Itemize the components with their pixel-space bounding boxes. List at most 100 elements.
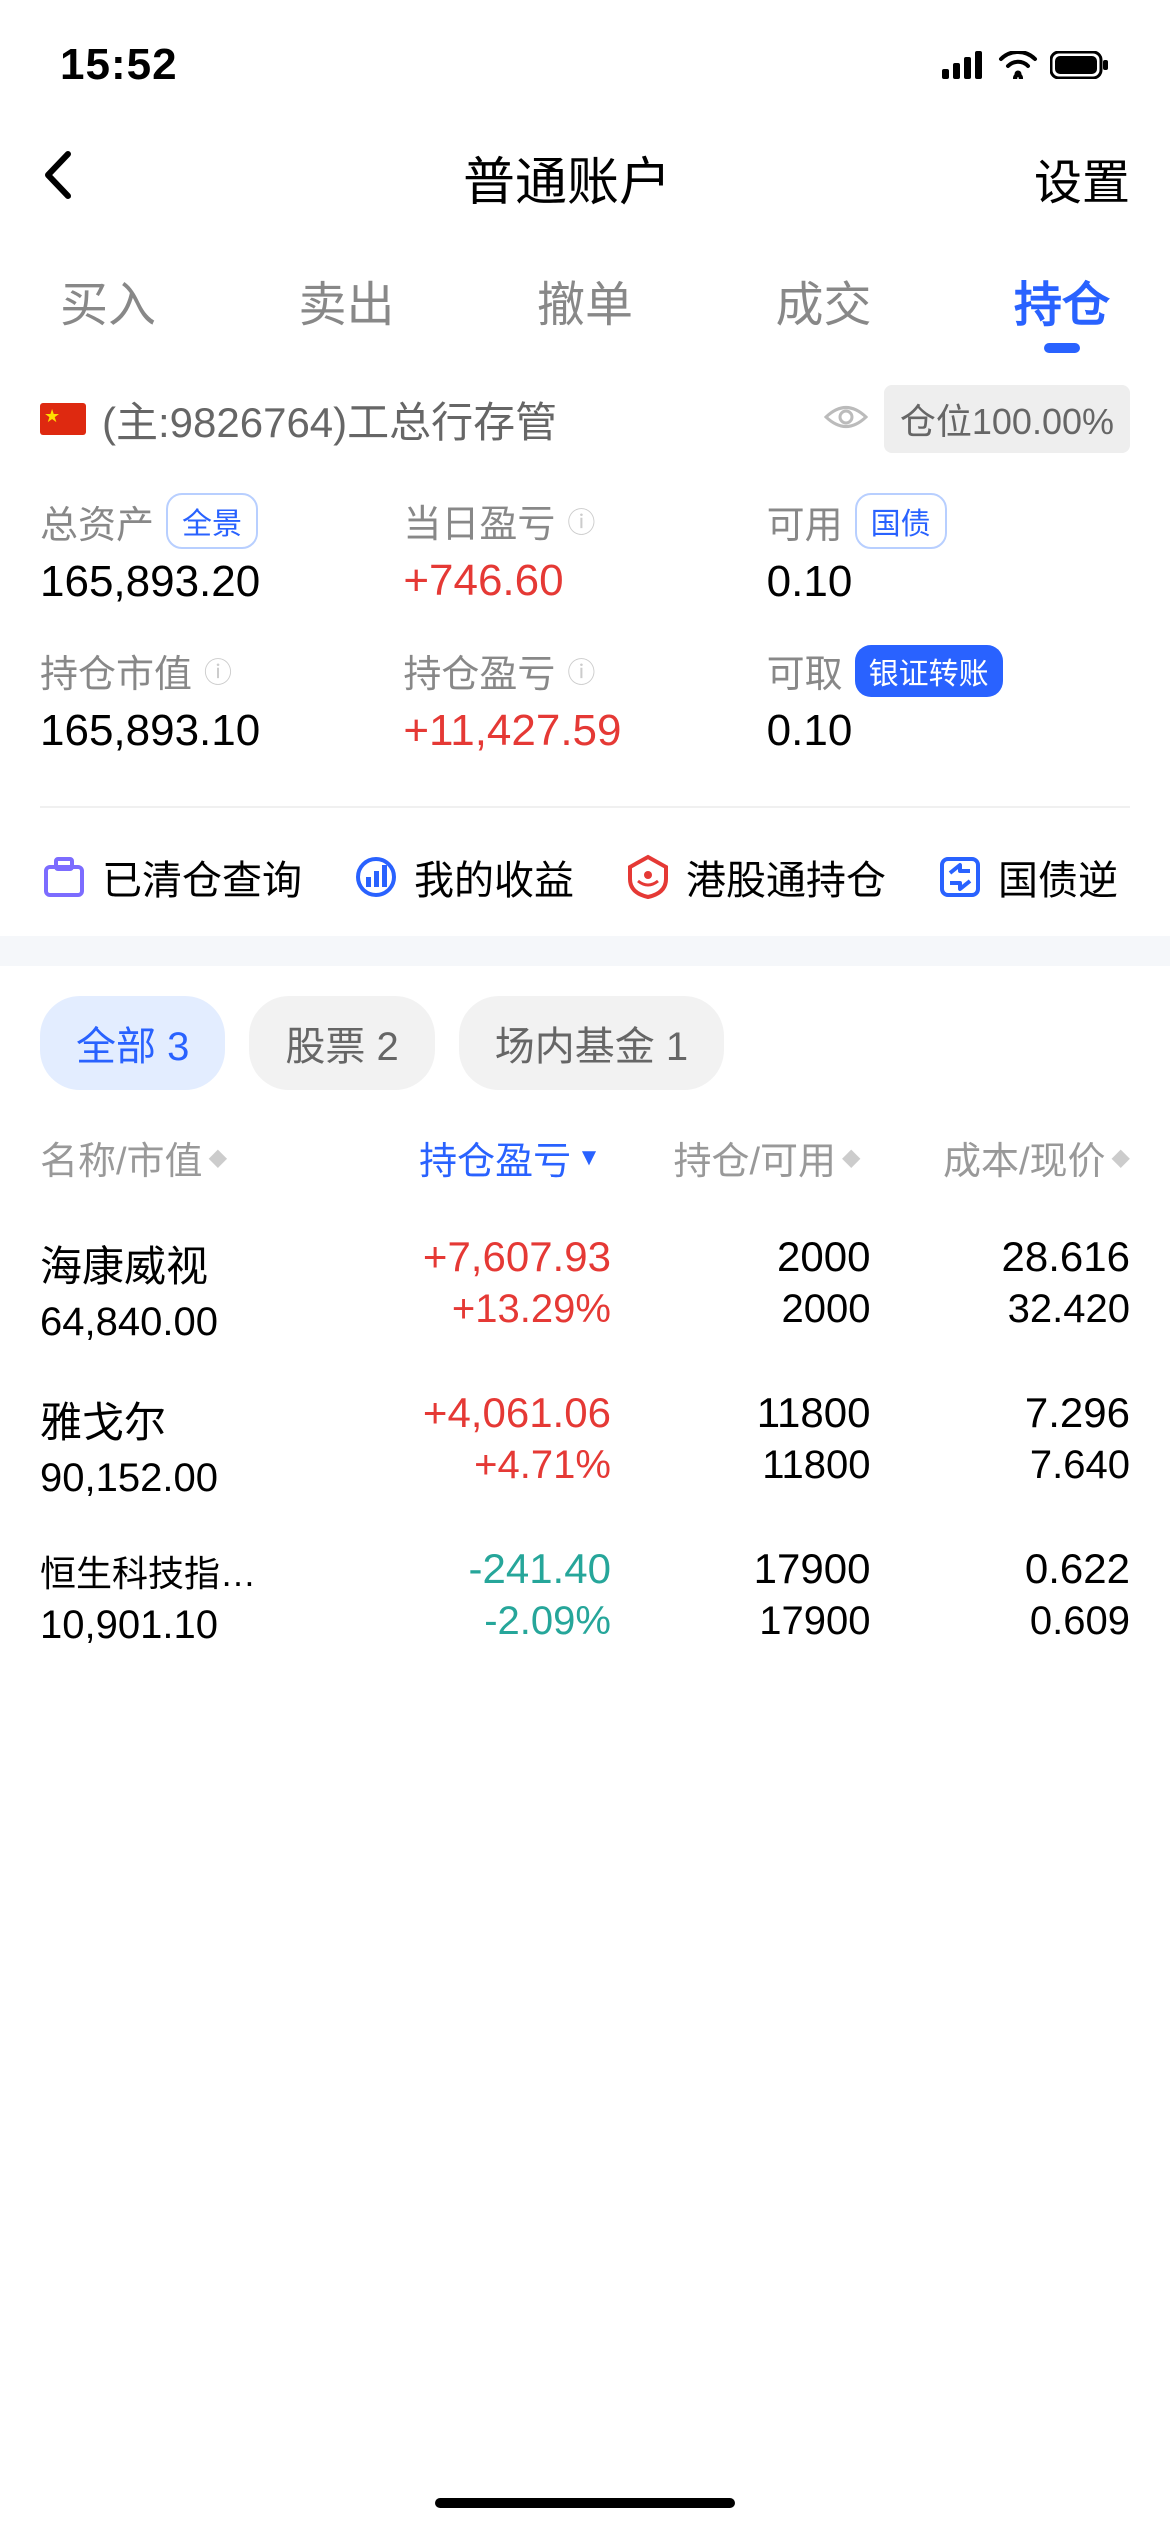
holding-cost: 7.296 (870, 1389, 1130, 1437)
action-icon-2 (624, 853, 672, 901)
column-header-1[interactable]: 持仓盈亏▼ (351, 1130, 611, 1185)
filter-1[interactable]: 股票 2 (249, 996, 434, 1090)
stats-grid: 总资产全景 165,893.20当日盈亏 ⓘ +746.60可用国债 0.10 持仓市值 ⓘ… (0, 473, 1170, 796)
nav-header: 普通账户 设置 (0, 120, 1170, 245)
holding-cost: 0.622 (870, 1545, 1130, 1593)
stat-value: 0.10 (767, 557, 1130, 607)
filter-0[interactable]: 全部 3 (40, 996, 225, 1090)
holding-available: 11800 (611, 1443, 871, 1488)
sort-icon: ▼ (577, 1144, 601, 1172)
battery-icon (1050, 51, 1110, 79)
action-3[interactable]: 国债逆 (936, 848, 1118, 906)
status-bar: 15:52 (0, 0, 1170, 120)
holding-cost: 28.616 (870, 1233, 1130, 1281)
stat-label: 可取 (767, 643, 843, 698)
holding-name: 海康威视 (40, 1233, 351, 1294)
visibility-toggle[interactable] (824, 402, 868, 437)
page-title: 普通账户 (463, 140, 671, 215)
tab-1[interactable]: 卖出 (298, 265, 394, 335)
column-header-0[interactable]: 名称/市值◆ (40, 1130, 351, 1185)
stat-label: 总资产 (40, 494, 154, 549)
holding-row-2[interactable]: 恒生科技指…10,901.10-241.40-2.09%17900179000.… (0, 1523, 1170, 1670)
tab-2[interactable]: 撤单 (537, 265, 633, 335)
sort-icon: ◆ (1112, 1143, 1130, 1172)
holding-qty: 2000 (611, 1233, 871, 1281)
stat-available: 可用国债 0.10 (767, 493, 1130, 607)
trade-tabs: 买入 卖出 撤单 成交 持仓 (0, 245, 1170, 365)
action-label: 国债逆 (998, 848, 1118, 906)
stat-holding_pl: 持仓盈亏 ⓘ +11,427.59 (403, 643, 766, 756)
stat-badge[interactable]: 国债 (855, 493, 947, 549)
account-label: (主:9826764)工总行存管 (102, 389, 808, 450)
holding-price: 7.640 (870, 1443, 1130, 1488)
position-badge: 仓位100.00% (884, 385, 1130, 453)
home-indicator (435, 2498, 735, 2508)
stat-value: 0.10 (767, 706, 1130, 756)
holding-qty: 17900 (611, 1545, 871, 1593)
stat-holding_mv: 持仓市值 ⓘ 165,893.10 (40, 643, 403, 756)
stat-today_pl: 当日盈亏 ⓘ +746.60 (403, 493, 766, 607)
stat-value: 165,893.10 (40, 706, 403, 756)
holding-pl-pct: +4.71% (351, 1443, 611, 1488)
action-2[interactable]: 港股通持仓 (624, 848, 886, 906)
stat-value: +746.60 (403, 556, 766, 606)
action-label: 港股通持仓 (686, 848, 886, 906)
holding-name: 恒生科技指… (40, 1545, 351, 1597)
holding-qty: 11800 (611, 1389, 871, 1437)
status-icons (942, 51, 1110, 79)
stat-value: +11,427.59 (403, 706, 766, 756)
holding-name: 雅戈尔 (40, 1389, 351, 1450)
filter-2[interactable]: 场内基金 1 (459, 996, 724, 1090)
stat-value: 165,893.20 (40, 557, 403, 607)
info-icon[interactable]: ⓘ (567, 501, 595, 541)
holding-row-0[interactable]: 海康威视64,840.00+7,607.93+13.29%2000200028.… (0, 1211, 1170, 1367)
status-time: 15:52 (60, 40, 178, 90)
stat-withdrawable: 可取银证转账 0.10 (767, 643, 1130, 756)
stat-total_assets: 总资产全景 165,893.20 (40, 493, 403, 607)
wifi-icon (998, 51, 1038, 79)
action-label: 已清仓查询 (102, 848, 302, 906)
sort-icon: ◆ (209, 1143, 227, 1172)
holding-pl-pct: -2.09% (351, 1599, 611, 1644)
back-button[interactable] (40, 150, 100, 205)
holding-available: 17900 (611, 1599, 871, 1644)
holdings-list: 海康威视64,840.00+7,607.93+13.29%2000200028.… (0, 1211, 1170, 1670)
holding-price: 0.609 (870, 1599, 1130, 1644)
action-0[interactable]: 已清仓查询 (40, 848, 302, 906)
holding-pl: +7,607.93 (351, 1233, 611, 1281)
settings-button[interactable]: 设置 (1034, 143, 1130, 213)
filter-row: 全部 3 股票 2 场内基金 1 (0, 966, 1170, 1120)
action-1[interactable]: 我的收益 (352, 848, 574, 906)
column-header-3[interactable]: 成本/现价◆ (870, 1130, 1130, 1185)
holding-pl: +4,061.06 (351, 1389, 611, 1437)
holding-market: 64,840.00 (40, 1300, 351, 1345)
column-header-2[interactable]: 持仓/可用◆ (611, 1130, 871, 1185)
signal-icon (942, 51, 986, 79)
stat-label: 可用 (767, 494, 843, 549)
holding-row-1[interactable]: 雅戈尔90,152.00+4,061.06+4.71%11800118007.2… (0, 1367, 1170, 1523)
chevron-left-icon (40, 150, 76, 200)
stat-label: 持仓市值 (40, 643, 192, 698)
tab-4[interactable]: 持仓 (1014, 265, 1110, 335)
china-flag-icon (40, 403, 86, 435)
holding-market: 10,901.10 (40, 1603, 351, 1648)
action-icon-3 (936, 853, 984, 901)
holding-available: 2000 (611, 1287, 871, 1332)
stat-badge[interactable]: 全景 (166, 493, 258, 549)
holding-price: 32.420 (870, 1287, 1130, 1332)
holding-pl-pct: +13.29% (351, 1287, 611, 1332)
stat-label: 当日盈亏 (403, 493, 555, 548)
info-icon[interactable]: ⓘ (204, 651, 232, 691)
section-gap (0, 936, 1170, 966)
action-label: 我的收益 (414, 848, 574, 906)
action-row: 已清仓查询 我的收益 港股通持仓 国债逆 (0, 818, 1170, 936)
info-icon[interactable]: ⓘ (567, 651, 595, 691)
tab-3[interactable]: 成交 (775, 265, 871, 335)
tab-0[interactable]: 买入 (60, 265, 156, 335)
divider (40, 806, 1130, 808)
stat-badge[interactable]: 银证转账 (855, 645, 1003, 697)
account-info-row: (主:9826764)工总行存管 仓位100.00% (0, 365, 1170, 473)
sort-icon: ◆ (842, 1143, 860, 1172)
eye-icon (824, 402, 868, 432)
stat-label: 持仓盈亏 (403, 643, 555, 698)
